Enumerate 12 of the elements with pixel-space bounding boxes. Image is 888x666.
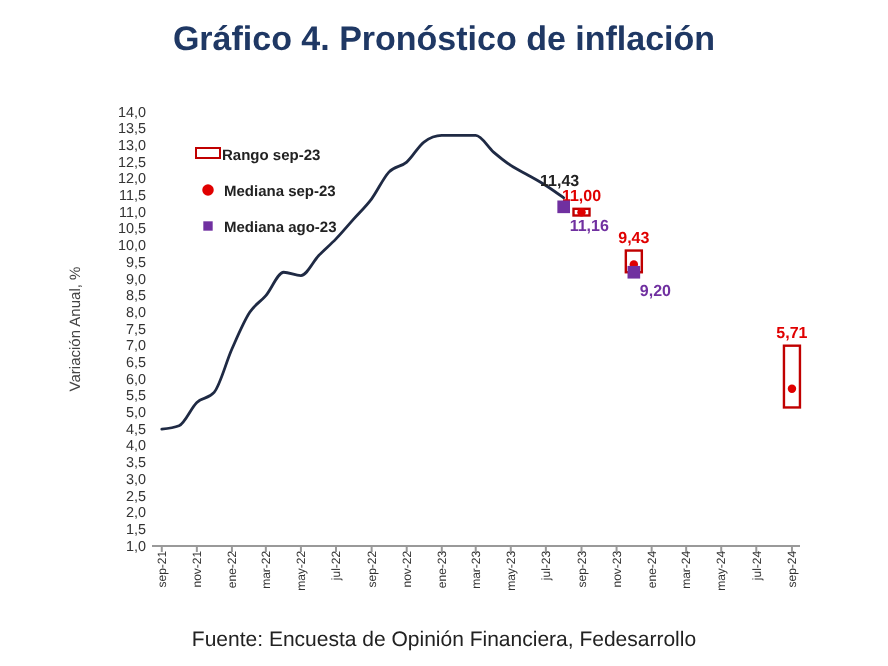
- point: [787, 384, 797, 393]
- data-label: 9,20: [639, 282, 673, 301]
- bar: [782, 344, 802, 409]
- data-label: 9,43: [618, 228, 651, 247]
- data-label: 11,43: [540, 171, 581, 190]
- data-label: 5,71: [776, 323, 809, 342]
- point: [627, 265, 641, 279]
- data-label: 11,16: [569, 216, 610, 235]
- point: [577, 207, 586, 217]
- source-note: Fuente: Encuesta de Opinión Financiera, Fedesarrollo: [191, 628, 697, 652]
- data-label: 11,00: [561, 186, 603, 205]
- chart-title: Gráfico 4. Pronóstico de inflación: [172, 20, 716, 58]
